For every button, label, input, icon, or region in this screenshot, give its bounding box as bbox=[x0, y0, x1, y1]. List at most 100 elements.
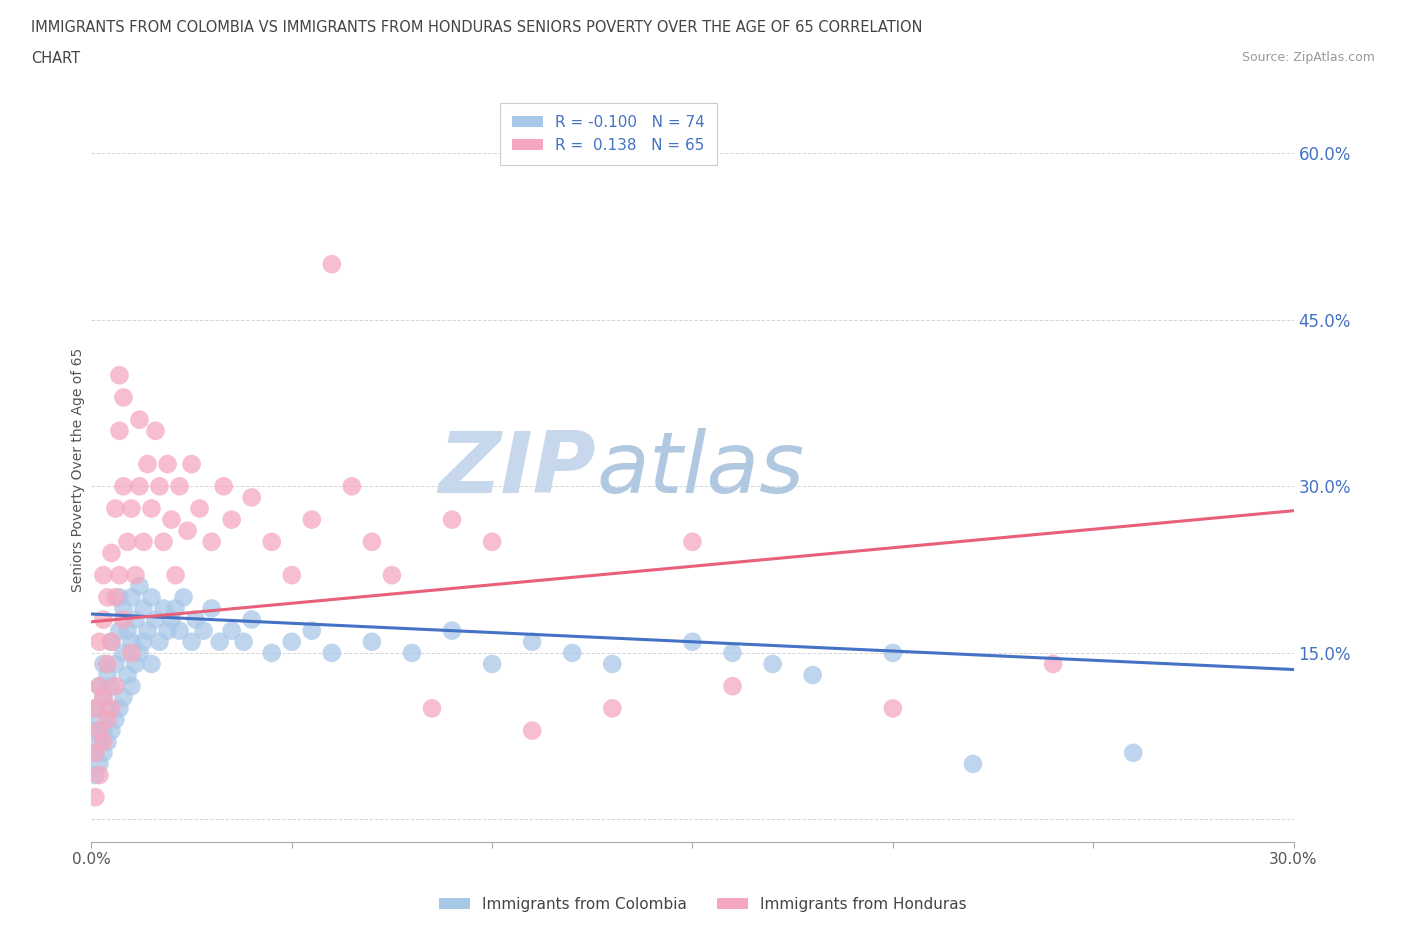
Point bbox=[117, 535, 139, 550]
Point bbox=[84, 724, 107, 738]
Point bbox=[89, 712, 111, 727]
Point bbox=[173, 590, 195, 604]
Point bbox=[84, 767, 107, 782]
Text: IMMIGRANTS FROM COLOMBIA VS IMMIGRANTS FROM HONDURAS SENIORS POVERTY OVER THE AG: IMMIGRANTS FROM COLOMBIA VS IMMIGRANTS F… bbox=[31, 20, 922, 35]
Point bbox=[89, 634, 111, 649]
Point bbox=[132, 601, 155, 616]
Point bbox=[156, 623, 179, 638]
Point bbox=[93, 567, 115, 582]
Point bbox=[180, 634, 202, 649]
Point bbox=[96, 657, 118, 671]
Point bbox=[128, 578, 150, 593]
Point bbox=[301, 623, 323, 638]
Point bbox=[84, 701, 107, 716]
Point bbox=[721, 679, 744, 694]
Point bbox=[148, 634, 170, 649]
Point bbox=[93, 735, 115, 750]
Point bbox=[104, 712, 127, 727]
Point bbox=[104, 657, 127, 671]
Point bbox=[522, 724, 544, 738]
Point bbox=[128, 412, 150, 427]
Point bbox=[112, 690, 135, 705]
Point bbox=[100, 634, 122, 649]
Point bbox=[96, 712, 118, 727]
Point bbox=[160, 512, 183, 527]
Point bbox=[561, 645, 583, 660]
Point bbox=[602, 701, 624, 716]
Point bbox=[602, 657, 624, 671]
Point bbox=[152, 535, 174, 550]
Point bbox=[132, 634, 155, 649]
Point bbox=[93, 724, 115, 738]
Point bbox=[721, 645, 744, 660]
Point bbox=[148, 479, 170, 494]
Point bbox=[420, 701, 443, 716]
Point bbox=[360, 634, 382, 649]
Point bbox=[762, 657, 785, 671]
Point bbox=[93, 745, 115, 760]
Point bbox=[681, 634, 703, 649]
Point bbox=[121, 634, 143, 649]
Point bbox=[108, 623, 131, 638]
Point bbox=[89, 724, 111, 738]
Text: Source: ZipAtlas.com: Source: ZipAtlas.com bbox=[1241, 51, 1375, 64]
Point bbox=[169, 479, 191, 494]
Point bbox=[108, 701, 131, 716]
Point bbox=[112, 390, 135, 405]
Point bbox=[121, 645, 143, 660]
Point bbox=[188, 501, 211, 516]
Point bbox=[89, 735, 111, 750]
Point bbox=[104, 679, 127, 694]
Point bbox=[281, 567, 304, 582]
Point bbox=[184, 612, 207, 627]
Point bbox=[440, 623, 463, 638]
Point bbox=[201, 535, 224, 550]
Point bbox=[104, 501, 127, 516]
Point bbox=[100, 724, 122, 738]
Point bbox=[176, 524, 198, 538]
Point bbox=[100, 701, 122, 716]
Point bbox=[100, 546, 122, 561]
Point bbox=[221, 512, 243, 527]
Point bbox=[89, 756, 111, 771]
Point bbox=[193, 623, 215, 638]
Point bbox=[145, 612, 167, 627]
Point bbox=[156, 457, 179, 472]
Point bbox=[124, 657, 146, 671]
Point bbox=[321, 645, 343, 660]
Point bbox=[281, 634, 304, 649]
Point bbox=[108, 590, 131, 604]
Text: ZIP: ZIP bbox=[439, 428, 596, 512]
Point bbox=[100, 634, 122, 649]
Text: atlas: atlas bbox=[596, 428, 804, 512]
Point bbox=[301, 512, 323, 527]
Point bbox=[165, 601, 187, 616]
Point bbox=[260, 645, 283, 660]
Point bbox=[117, 668, 139, 683]
Point bbox=[93, 690, 115, 705]
Point bbox=[160, 612, 183, 627]
Point bbox=[128, 645, 150, 660]
Point bbox=[522, 634, 544, 649]
Point bbox=[801, 668, 824, 683]
Point bbox=[121, 590, 143, 604]
Point bbox=[221, 623, 243, 638]
Point bbox=[141, 501, 163, 516]
Point bbox=[100, 679, 122, 694]
Point bbox=[132, 535, 155, 550]
Point bbox=[481, 535, 503, 550]
Point bbox=[1122, 745, 1144, 760]
Point bbox=[232, 634, 254, 649]
Point bbox=[381, 567, 404, 582]
Point bbox=[112, 601, 135, 616]
Point bbox=[962, 756, 984, 771]
Point bbox=[121, 679, 143, 694]
Point bbox=[260, 535, 283, 550]
Point bbox=[882, 645, 904, 660]
Point bbox=[124, 567, 146, 582]
Point bbox=[145, 423, 167, 438]
Point bbox=[96, 735, 118, 750]
Point bbox=[108, 368, 131, 383]
Point bbox=[112, 479, 135, 494]
Point bbox=[208, 634, 231, 649]
